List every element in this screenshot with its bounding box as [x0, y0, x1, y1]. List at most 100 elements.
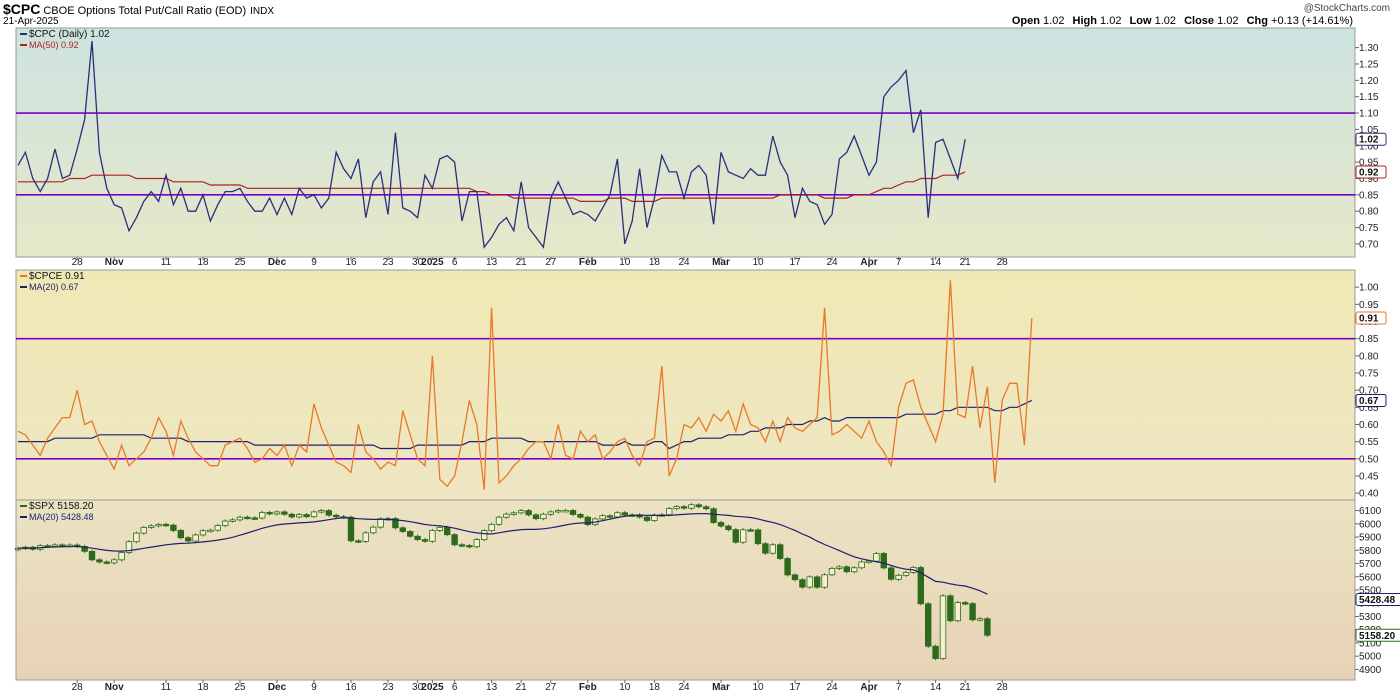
- x-tick-label: 18: [197, 682, 209, 693]
- candle-up: [207, 529, 214, 533]
- candle-down: [577, 514, 584, 518]
- x-tick-label: 24: [678, 682, 690, 693]
- x-tick-label: 18: [649, 257, 661, 268]
- y-tick-label: 5500: [1359, 586, 1382, 597]
- x-tick-label: 27: [545, 682, 557, 693]
- candle-down: [177, 530, 184, 539]
- candle-up: [229, 519, 236, 522]
- x-tick-label: 7: [896, 682, 902, 693]
- candle-down: [984, 618, 991, 636]
- candle-up: [828, 568, 836, 576]
- candle-down: [621, 512, 628, 516]
- last-value-label: 0.91: [1359, 314, 1379, 325]
- legend-entry: MA(20) 0.67: [29, 282, 79, 292]
- candle-down: [347, 516, 355, 542]
- y-tick-label: 0.75: [1359, 223, 1379, 234]
- y-tick-label: 5300: [1359, 612, 1382, 623]
- candle-up: [436, 526, 443, 531]
- candle-down: [947, 595, 954, 622]
- candle-up: [865, 560, 873, 564]
- candle-down: [703, 506, 710, 510]
- y-tick-label: 1.25: [1359, 59, 1379, 70]
- candle-down: [925, 603, 932, 647]
- x-tick-label: Apr: [860, 682, 877, 693]
- x-tick-label: 28: [72, 682, 84, 693]
- x-tick-label: Feb: [579, 257, 597, 268]
- open-label: Open: [1011, 15, 1040, 27]
- last-value-box: [1355, 132, 1387, 146]
- candle-down: [747, 529, 754, 532]
- candle-up: [939, 595, 947, 659]
- y-tick-label: 1.15: [1359, 92, 1379, 103]
- x-tick-label: 13: [486, 257, 498, 268]
- candle-up: [673, 506, 680, 510]
- candle-up: [769, 544, 776, 554]
- x-tick-label: 25: [234, 682, 246, 693]
- change-label: Chg: [1246, 15, 1268, 27]
- candle-up: [488, 523, 495, 531]
- candle-up: [666, 508, 673, 516]
- x-tick-label: 10: [752, 682, 764, 693]
- candle-up: [806, 576, 813, 588]
- candle-up: [310, 511, 318, 518]
- candle-down: [717, 522, 725, 527]
- y-tick-label: 0.75: [1359, 368, 1379, 379]
- y-tick-label: 0.85: [1359, 190, 1379, 201]
- x-tick-label: 16: [345, 257, 357, 268]
- candle-down: [325, 510, 332, 516]
- candle-up: [740, 529, 747, 543]
- candle-down: [443, 526, 451, 536]
- legend-entry: MA(50) 0.92: [29, 40, 79, 50]
- y-tick-label: 0.90: [1359, 174, 1379, 185]
- x-tick-label: 11: [161, 682, 172, 693]
- last-value-box: [1355, 393, 1387, 407]
- close-label: Close: [1184, 15, 1215, 27]
- candle-up: [155, 523, 162, 527]
- candle-down: [777, 544, 784, 559]
- series-line: [17, 41, 966, 249]
- x-tick-label: Feb: [579, 682, 597, 693]
- legend-entry: $CPC (Daily) 1.02: [29, 29, 110, 40]
- candle-up: [518, 510, 525, 514]
- candle-up: [125, 541, 133, 553]
- x-tick-label: Nov: [105, 682, 124, 693]
- x-tick-label: Mar: [712, 257, 730, 268]
- candle-down: [725, 525, 732, 531]
- high-label: High: [1072, 15, 1097, 27]
- y-tick-label: 5700: [1359, 559, 1382, 570]
- x-tick-label: Nov: [105, 257, 124, 268]
- last-value-box: [1355, 165, 1387, 179]
- x-tick-label: Dec: [268, 257, 287, 268]
- low-label: Low: [1129, 15, 1152, 27]
- x-tick-label: 14: [930, 257, 942, 268]
- candle-up: [858, 561, 865, 569]
- x-tick-label: 17: [789, 257, 801, 268]
- candle-up: [258, 512, 266, 519]
- x-tick-label: 18: [649, 682, 661, 693]
- candle-up: [118, 552, 125, 561]
- candle-up: [147, 525, 155, 528]
- x-tick-label: 28: [997, 257, 1009, 268]
- x-tick-label: 10: [619, 682, 631, 693]
- last-value-label: 0.67: [1359, 396, 1379, 407]
- candle-down: [355, 540, 362, 543]
- candle-up: [503, 513, 510, 518]
- symbol-label: $CPC: [3, 1, 41, 17]
- last-value-label: 0.92: [1359, 167, 1379, 178]
- y-tick-label: 0.55: [1359, 437, 1379, 448]
- copyright-label: @StockCharts.com: [1303, 3, 1390, 14]
- candle-up: [614, 512, 621, 518]
- candle-down: [466, 545, 473, 548]
- candle-up: [214, 525, 221, 531]
- y-tick-label: 0.50: [1359, 454, 1379, 465]
- x-tick-label: Apr: [860, 257, 877, 268]
- x-tick-label: 11: [161, 257, 172, 268]
- candle-down: [332, 514, 340, 518]
- candle-down: [680, 506, 688, 509]
- candle-down: [170, 524, 177, 531]
- y-tick-label: 0.80: [1359, 351, 1379, 362]
- candle-up: [369, 526, 377, 534]
- x-tick-label: 21: [960, 257, 972, 268]
- candle-down: [525, 510, 532, 516]
- x-tick-label: 24: [826, 682, 838, 693]
